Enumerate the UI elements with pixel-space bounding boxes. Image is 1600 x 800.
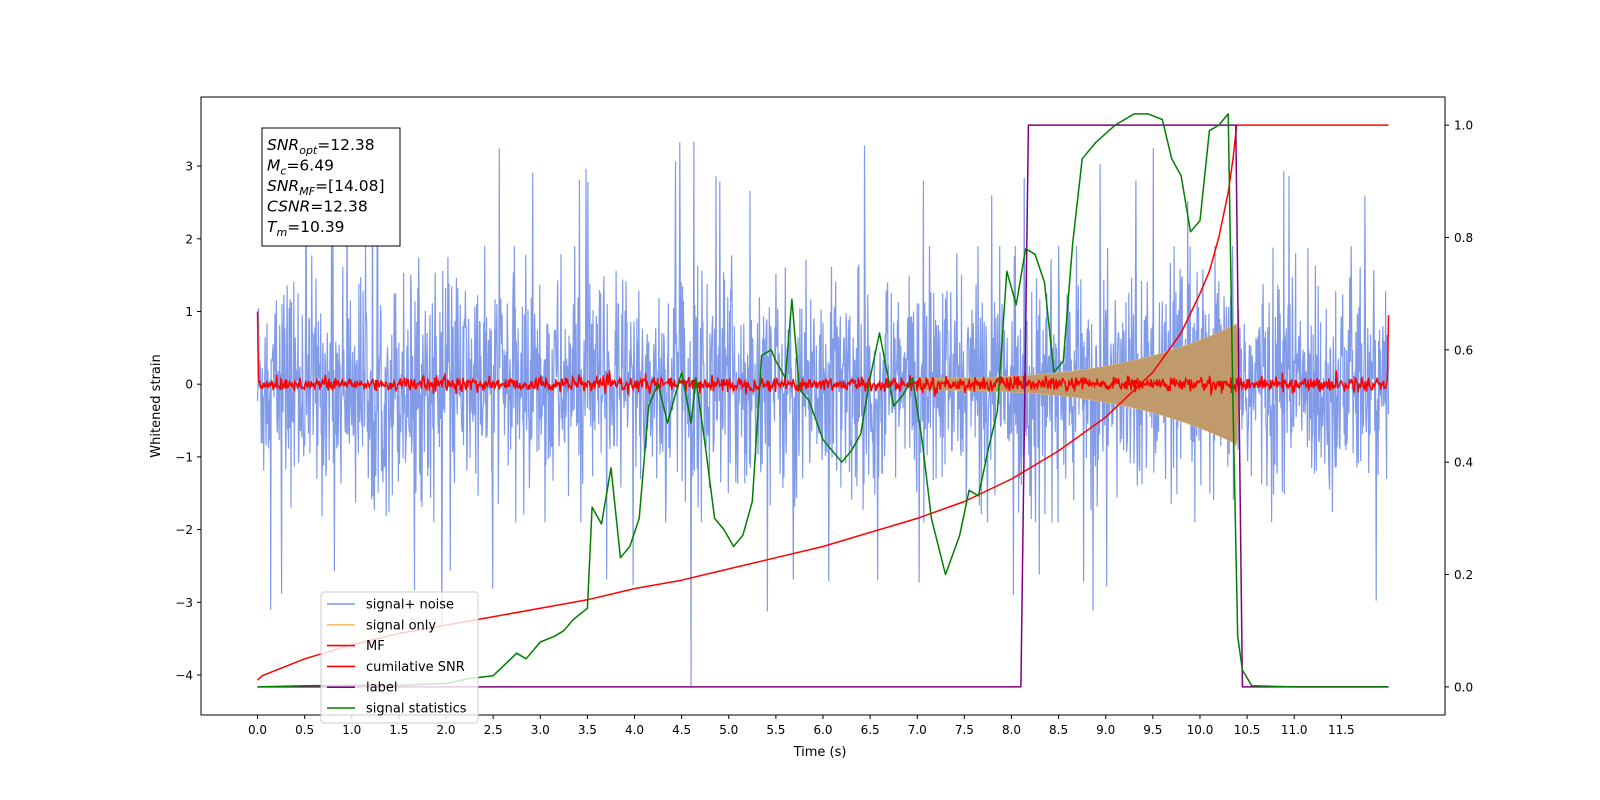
y-left-tick-label: −4 bbox=[175, 669, 193, 683]
y-right-tick-label: 0.8 bbox=[1454, 231, 1473, 245]
legend-frame bbox=[320, 591, 479, 724]
x-tick-label: 6.5 bbox=[861, 723, 880, 737]
legend-label: label bbox=[366, 681, 397, 696]
axes-layer: 0.0 0.5 1.0 1.5 2.0 2.5 3.0 3.5 4.0 4.5 5.0 5.5 6.0 6… bbox=[175, 119, 1473, 737]
y-left-tick-label: 1 bbox=[185, 305, 193, 319]
x-tick-label: 2.0 bbox=[436, 723, 455, 737]
annotation-box: SNRopt=12.38Mc=6.49SNRMF=[14.08]CSNR=12.… bbox=[261, 127, 401, 247]
x-tick-label: 5.0 bbox=[719, 723, 738, 737]
series-mf-line bbox=[256, 311, 1390, 397]
y-right-tick-label: 0.4 bbox=[1454, 456, 1473, 470]
y-right-tick-label: 0.6 bbox=[1454, 343, 1473, 357]
x-tick-label: 4.0 bbox=[625, 723, 644, 737]
legend-label: signal statistics bbox=[366, 702, 467, 717]
annotation-line: SNRopt=12.38 bbox=[267, 136, 375, 157]
x-tick-label: 5.5 bbox=[766, 723, 785, 737]
x-tick-label: 0.0 bbox=[248, 723, 267, 737]
legend-label: MF bbox=[366, 639, 385, 654]
y-left-tick-label: 2 bbox=[185, 232, 193, 246]
annotation-line: CSNR=12.38 bbox=[267, 198, 368, 216]
x-tick-label: 9.5 bbox=[1143, 723, 1162, 737]
x-tick-label: 11.0 bbox=[1281, 723, 1308, 737]
y-left-tick-label: −3 bbox=[175, 596, 193, 610]
x-tick-label: 8.5 bbox=[1049, 723, 1068, 737]
x-tick-label: 6.0 bbox=[813, 723, 832, 737]
y-left-tick-label: 0 bbox=[185, 378, 193, 392]
annotation-frame bbox=[261, 127, 401, 247]
y-right-tick-label: 0.0 bbox=[1454, 680, 1473, 694]
annotation-line: Tm=10.39 bbox=[267, 218, 345, 239]
x-tick-label: 7.0 bbox=[908, 723, 927, 737]
x-tick-label: 3.0 bbox=[531, 723, 550, 737]
x-tick-label: 9.0 bbox=[1096, 723, 1115, 737]
annotation-line: SNRMF=[14.08] bbox=[267, 177, 385, 198]
x-tick-label: 2.5 bbox=[484, 723, 503, 737]
x-tick-label: 7.5 bbox=[955, 723, 974, 737]
x-tick-label: 4.5 bbox=[672, 723, 691, 737]
y-left-tick-label: −1 bbox=[175, 450, 193, 464]
y-right-tick-label: 0.2 bbox=[1454, 568, 1473, 582]
series-signal-statistics-line bbox=[257, 113, 1389, 688]
legend-label: signal+ noise bbox=[366, 598, 454, 613]
legend: signal+ noise signal only MF cumilative SNR… bbox=[320, 591, 479, 724]
x-tick-label: 0.5 bbox=[295, 723, 314, 737]
x-tick-label: 10.0 bbox=[1187, 723, 1214, 737]
x-tick-label: 11.5 bbox=[1328, 723, 1355, 737]
annotation-line: Mc=6.49 bbox=[267, 157, 334, 178]
x-tick-label: 1.0 bbox=[342, 723, 361, 737]
y-left-tick-label: −2 bbox=[175, 523, 193, 537]
legend-label: signal only bbox=[366, 618, 436, 633]
x-axis-label: Time (s) bbox=[793, 745, 847, 760]
x-tick-label: 3.5 bbox=[578, 723, 597, 737]
y-left-tick-label: 3 bbox=[185, 160, 193, 174]
x-tick-label: 8.0 bbox=[1002, 723, 1021, 737]
x-tick-label: 10.5 bbox=[1234, 723, 1261, 737]
x-tick-label: 1.5 bbox=[389, 723, 408, 737]
y-axis-label: Whitened strain bbox=[149, 354, 164, 457]
legend-label: cumilative SNR bbox=[366, 660, 465, 675]
y-right-tick-label: 1.0 bbox=[1454, 119, 1473, 133]
